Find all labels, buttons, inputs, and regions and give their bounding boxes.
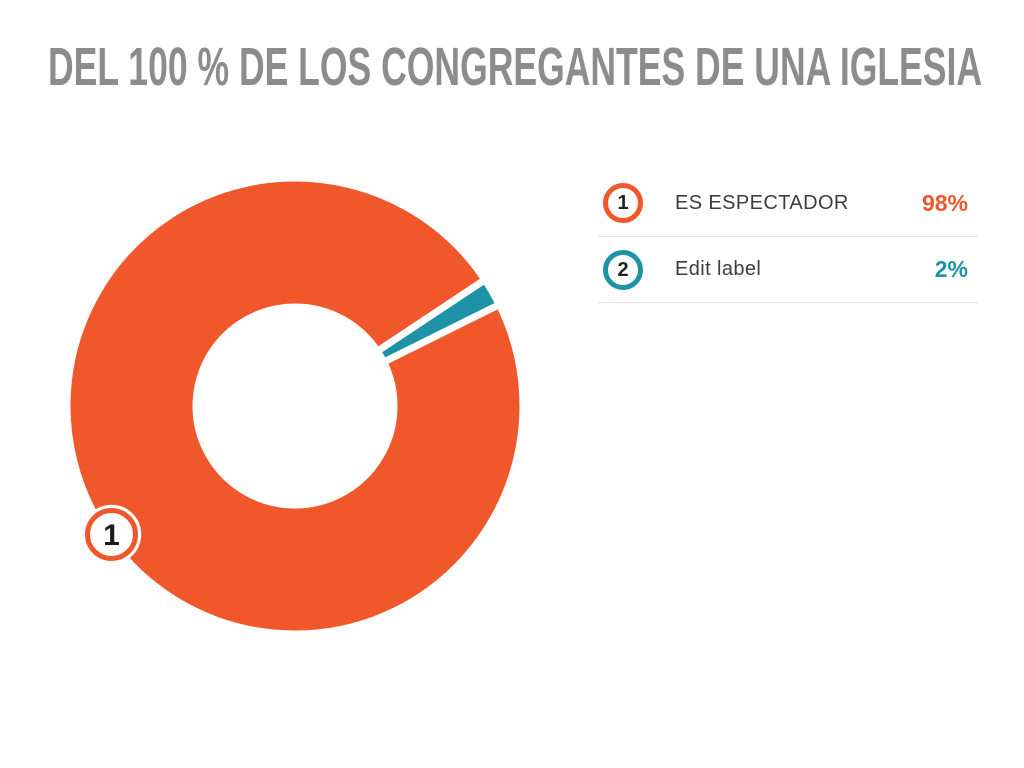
legend-item-2: 2 Edit label 2% [598, 237, 978, 303]
legend-item-1: 1 ES ESPECTADOR 98% [598, 170, 978, 237]
chart-legend: 1 ES ESPECTADOR 98% 2 Edit label 2% [598, 170, 978, 303]
slide-title-text: DEL 100 % DE LOS CONGREGANTES DE UNA IGL… [48, 37, 982, 97]
donut-slices [63, 174, 527, 638]
slice-marker-label: 1 [103, 519, 120, 552]
legend-item-value: 2% [934, 256, 968, 282]
legend-marker-number: 2 [617, 258, 629, 281]
slice-marker: 1 [81, 504, 142, 565]
legend-marker-number: 1 [617, 192, 629, 214]
slice-marker-halo [81, 504, 142, 565]
legend-item-label: Edit label [675, 258, 762, 280]
legend-marker-icon: 1 [603, 183, 643, 223]
donut-slice-2 [373, 276, 503, 366]
legend-marker-icon: 2 [603, 249, 643, 290]
donut-slice-1 [63, 174, 527, 638]
slide-title: DEL 100 % DE LOS CONGREGANTES DE UNA IGL… [48, 37, 982, 97]
legend-item-label: ES ESPECTADOR [675, 191, 849, 214]
slice-marker-ring [85, 507, 139, 561]
legend-item-value: 98% [921, 189, 968, 216]
